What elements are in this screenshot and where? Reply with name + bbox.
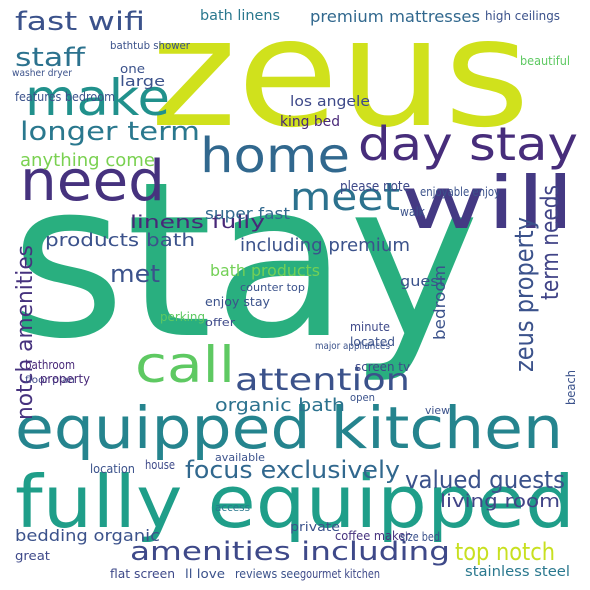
word: zeus — [150, 0, 530, 161]
word: fully equipped — [15, 460, 575, 544]
word: notch amenities — [13, 245, 38, 420]
word: equipped kitchen — [15, 394, 563, 462]
word: anything come — [20, 150, 155, 171]
word: staff — [15, 43, 86, 73]
word: will — [400, 161, 575, 245]
word: enjoyable enjoy — [420, 185, 500, 199]
word: located — [350, 335, 395, 349]
word: need — [20, 149, 165, 214]
word: including premium — [240, 235, 410, 256]
word: one — [120, 62, 145, 76]
word: focus exclusively — [185, 456, 400, 484]
word: beach — [564, 370, 578, 405]
word: term needs — [536, 185, 564, 300]
word: stay — [10, 135, 480, 386]
word: bath products — [210, 261, 320, 280]
word: access — [215, 501, 250, 514]
word: house — [145, 458, 175, 472]
word: zeus property — [510, 217, 540, 372]
word: available — [215, 451, 265, 464]
word: location — [90, 462, 135, 476]
word: fast wifi — [15, 7, 145, 37]
word: bedding organic — [15, 526, 160, 545]
word: valued guests — [405, 466, 565, 494]
word: flat screen — [110, 567, 175, 581]
word: bathtub shower — [110, 39, 190, 52]
word: bathroom — [25, 358, 75, 372]
word: high ceilings — [485, 9, 560, 23]
word: please note — [340, 179, 410, 195]
word: private — [290, 520, 340, 534]
word: large — [120, 74, 165, 90]
word: screen tv — [355, 360, 410, 374]
word: enjoy stay — [205, 295, 270, 309]
word: stainless steel — [465, 564, 570, 580]
word: perking — [160, 310, 205, 324]
word: guest — [400, 274, 446, 290]
word: open — [350, 391, 375, 404]
word: ll love — [185, 567, 225, 581]
word: offer — [205, 316, 236, 329]
word: call — [135, 336, 235, 394]
word: living room — [440, 491, 560, 512]
word: linens fully — [130, 212, 265, 233]
word: amenities including — [130, 537, 450, 567]
word: major appliances — [315, 341, 390, 352]
word: attention — [235, 363, 410, 398]
word: view — [425, 404, 450, 417]
word: coffee maker — [335, 529, 410, 543]
word: size bed — [400, 530, 440, 544]
word: bedroom — [430, 265, 449, 340]
word: walk — [400, 205, 425, 219]
word: make — [25, 69, 170, 127]
word: reviews see — [235, 567, 300, 581]
word: washer dryer — [12, 68, 73, 79]
word: met — [110, 260, 160, 288]
word: great — [15, 549, 50, 563]
word: features bedroom — [15, 90, 115, 104]
word: king bed — [280, 114, 340, 130]
word: bath linens — [200, 8, 280, 24]
word: counter top — [240, 281, 305, 294]
word: property — [40, 372, 90, 386]
word: minute — [350, 320, 390, 334]
word: products bath — [45, 230, 195, 251]
word: longer term — [20, 117, 200, 147]
word: home — [200, 128, 350, 184]
word: super fast — [205, 204, 290, 223]
word: floor plan — [25, 375, 75, 386]
word: meet — [290, 175, 400, 219]
word: gourmet kitchen — [300, 567, 380, 581]
word: beautiful — [520, 54, 570, 68]
word: top notch — [455, 538, 555, 566]
word: los angele — [290, 94, 370, 110]
word: premium mattresses — [310, 7, 480, 26]
word: day stay — [358, 117, 578, 171]
word: organic bath — [215, 395, 345, 416]
